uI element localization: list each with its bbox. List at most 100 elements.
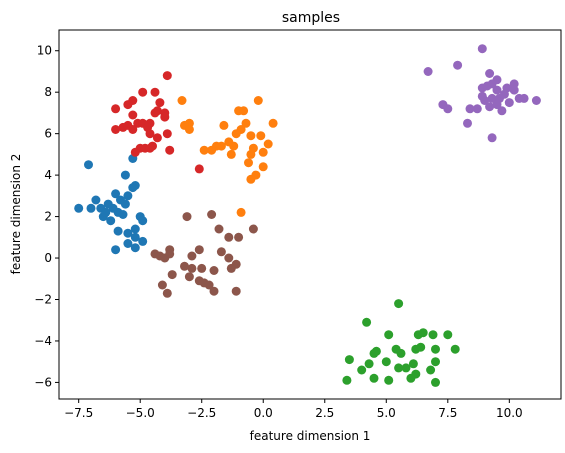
data-point-series-1-15 (120, 199, 130, 209)
y-tick-label: 8 (44, 85, 52, 99)
data-point-series-6-10 (197, 263, 207, 273)
data-point-series-5-3 (453, 60, 463, 70)
data-point-series-3-6 (418, 328, 428, 338)
data-point-series-4-29 (143, 122, 153, 132)
data-point-series-3-19 (394, 363, 404, 373)
data-point-series-3-22 (431, 357, 440, 367)
data-point-series-3-26 (369, 373, 379, 383)
data-point-series-4-2 (138, 87, 148, 97)
data-point-series-3-3 (384, 330, 394, 340)
data-point-series-2-24 (246, 174, 256, 184)
data-point-series-2-18 (263, 139, 273, 149)
y-tick-label: 4 (44, 168, 52, 182)
data-point-series-3-11 (369, 348, 379, 358)
data-point-series-3-2 (362, 317, 372, 327)
data-point-series-1-5 (111, 189, 121, 199)
data-point-series-6-6 (234, 232, 244, 242)
data-point-series-6-27 (209, 286, 219, 296)
data-point-series-1-25 (101, 207, 111, 217)
data-point-series-6-29 (231, 286, 241, 296)
data-point-series-4-6 (111, 104, 121, 114)
data-point-series-6-24 (157, 280, 167, 290)
data-point-series-4-25 (194, 164, 204, 174)
data-point-series-2-26 (219, 120, 229, 130)
data-point-series-6-15 (216, 247, 226, 257)
x-axis-label: feature dimension 1 (250, 429, 371, 443)
data-point-series-4-24 (130, 147, 140, 157)
data-point-series-2-16 (229, 141, 239, 151)
data-point-series-1-27 (123, 191, 133, 201)
data-point-series-4-17 (152, 133, 162, 143)
data-point-series-4-27 (123, 120, 133, 130)
data-point-series-5-30 (509, 85, 519, 95)
data-point-series-1-20 (130, 232, 140, 242)
x-tick-label: −2.5 (187, 406, 216, 420)
data-point-series-5-29 (492, 100, 502, 110)
chart-title: samples (282, 10, 340, 26)
data-point-series-1-26 (128, 183, 138, 193)
data-point-series-3-24 (357, 365, 367, 375)
data-point-series-4-28 (160, 112, 170, 122)
data-point-series-6-1 (182, 212, 192, 222)
data-point-series-6-26 (204, 280, 214, 290)
data-point-series-3-1 (394, 299, 404, 309)
y-tick-label: 2 (44, 210, 52, 224)
data-point-series-2-29 (241, 118, 251, 128)
data-point-series-2-30 (253, 96, 263, 105)
data-point-series-5-19 (531, 96, 541, 105)
data-point-series-5-28 (477, 91, 487, 101)
plot-area (74, 44, 541, 387)
data-point-series-1-8 (74, 203, 84, 213)
x-tick-label: 10.0 (496, 406, 523, 420)
data-point-series-3-18 (381, 357, 391, 367)
data-point-series-1-10 (91, 195, 101, 205)
data-point-series-6-4 (214, 224, 224, 234)
data-point-series-6-8 (194, 245, 204, 255)
data-point-series-6-30 (194, 276, 204, 286)
data-point-series-4-1 (162, 71, 172, 81)
y-tick-label: 10 (37, 44, 52, 58)
data-point-series-6-16 (224, 253, 234, 263)
y-tick-label: 0 (44, 251, 52, 265)
data-point-series-1-24 (130, 243, 140, 253)
data-point-series-5-2 (423, 67, 433, 76)
data-point-series-2-14 (199, 145, 209, 155)
data-point-series-3-15 (411, 344, 421, 354)
data-point-series-2-22 (258, 162, 268, 172)
data-point-series-5-17 (504, 98, 514, 108)
data-point-series-6-5 (224, 232, 234, 242)
data-point-series-5-9 (492, 85, 502, 95)
data-point-series-3-9 (450, 344, 460, 354)
y-tick-label: −2 (34, 292, 52, 306)
data-point-series-2-21 (244, 158, 253, 168)
data-point-series-3-23 (426, 365, 436, 375)
y-tick-label: −6 (34, 375, 52, 389)
plot-frame (58, 29, 562, 400)
data-point-series-4-30 (123, 100, 133, 110)
data-point-series-5-13 (472, 104, 482, 114)
data-point-series-2-9 (246, 131, 256, 141)
data-point-series-6-22 (184, 272, 194, 282)
data-point-series-6-21 (180, 261, 189, 271)
data-point-series-6-28 (162, 288, 172, 298)
data-point-series-2-1 (177, 96, 187, 105)
data-point-series-3-7 (431, 344, 440, 354)
data-point-series-2-25 (236, 207, 246, 217)
y-axis-label: feature dimension 2 (9, 154, 23, 275)
data-point-series-1-29 (118, 210, 128, 219)
data-point-series-1-18 (113, 226, 123, 236)
x-tick-label: −5.0 (126, 406, 155, 420)
x-axis-ticks: −7.5 −5.0 −2.5 0.0 2.5 5.0 7.5 10.0 (64, 399, 523, 420)
data-point-series-4-18 (162, 129, 172, 139)
data-point-series-4-23 (165, 145, 175, 155)
data-point-series-3-30 (431, 377, 440, 387)
data-point-series-5-22 (485, 102, 495, 112)
data-point-series-6-23 (167, 270, 177, 280)
data-point-series-6-20 (187, 263, 197, 273)
data-point-series-4-9 (128, 110, 138, 120)
data-point-series-2-3 (239, 106, 249, 116)
data-point-series-5-1 (477, 44, 487, 54)
data-point-series-6-19 (209, 266, 219, 275)
data-point-series-4-3 (150, 87, 160, 97)
